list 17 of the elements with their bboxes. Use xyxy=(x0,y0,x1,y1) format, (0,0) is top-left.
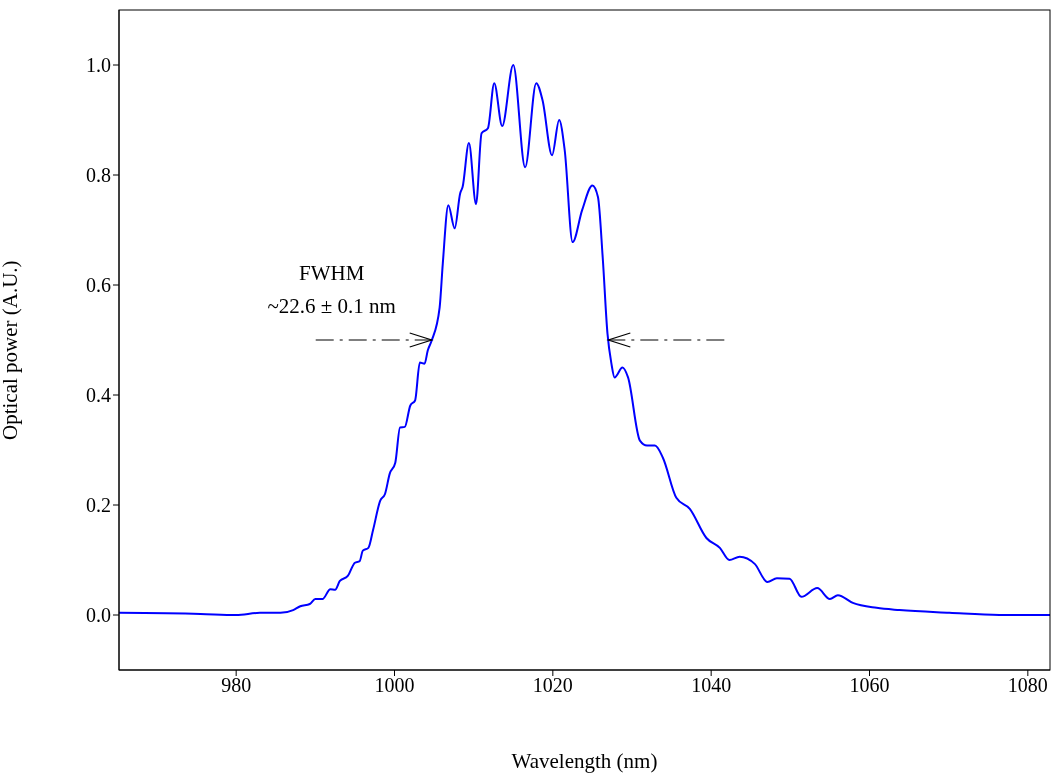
x-tick-label: 1020 xyxy=(532,674,573,697)
y-axis-title: Optical power (A.U.) xyxy=(0,260,23,440)
x-tick-label: 1040 xyxy=(691,674,732,697)
x-tick-label: 980 xyxy=(221,674,252,697)
x-axis-title: Wavelength (nm) xyxy=(511,749,658,773)
x-tick-label: 1060 xyxy=(849,674,890,697)
y-tick-label: 0.6 xyxy=(86,274,111,297)
y-tick-label: 0.8 xyxy=(86,164,111,187)
y-tick-label: 0.0 xyxy=(86,604,111,627)
annotation: ~22.6 ± 0.1 nm xyxy=(267,294,396,318)
line-series xyxy=(119,64,1050,616)
annotation: FWHM xyxy=(299,261,365,285)
x-tick-label: 1080 xyxy=(1007,674,1048,697)
x-tick-label: 1000 xyxy=(374,674,415,697)
y-tick-label: 0.2 xyxy=(86,494,111,517)
y-tick-label: 1.0 xyxy=(86,54,111,77)
y-tick-label: 0.4 xyxy=(86,384,111,407)
